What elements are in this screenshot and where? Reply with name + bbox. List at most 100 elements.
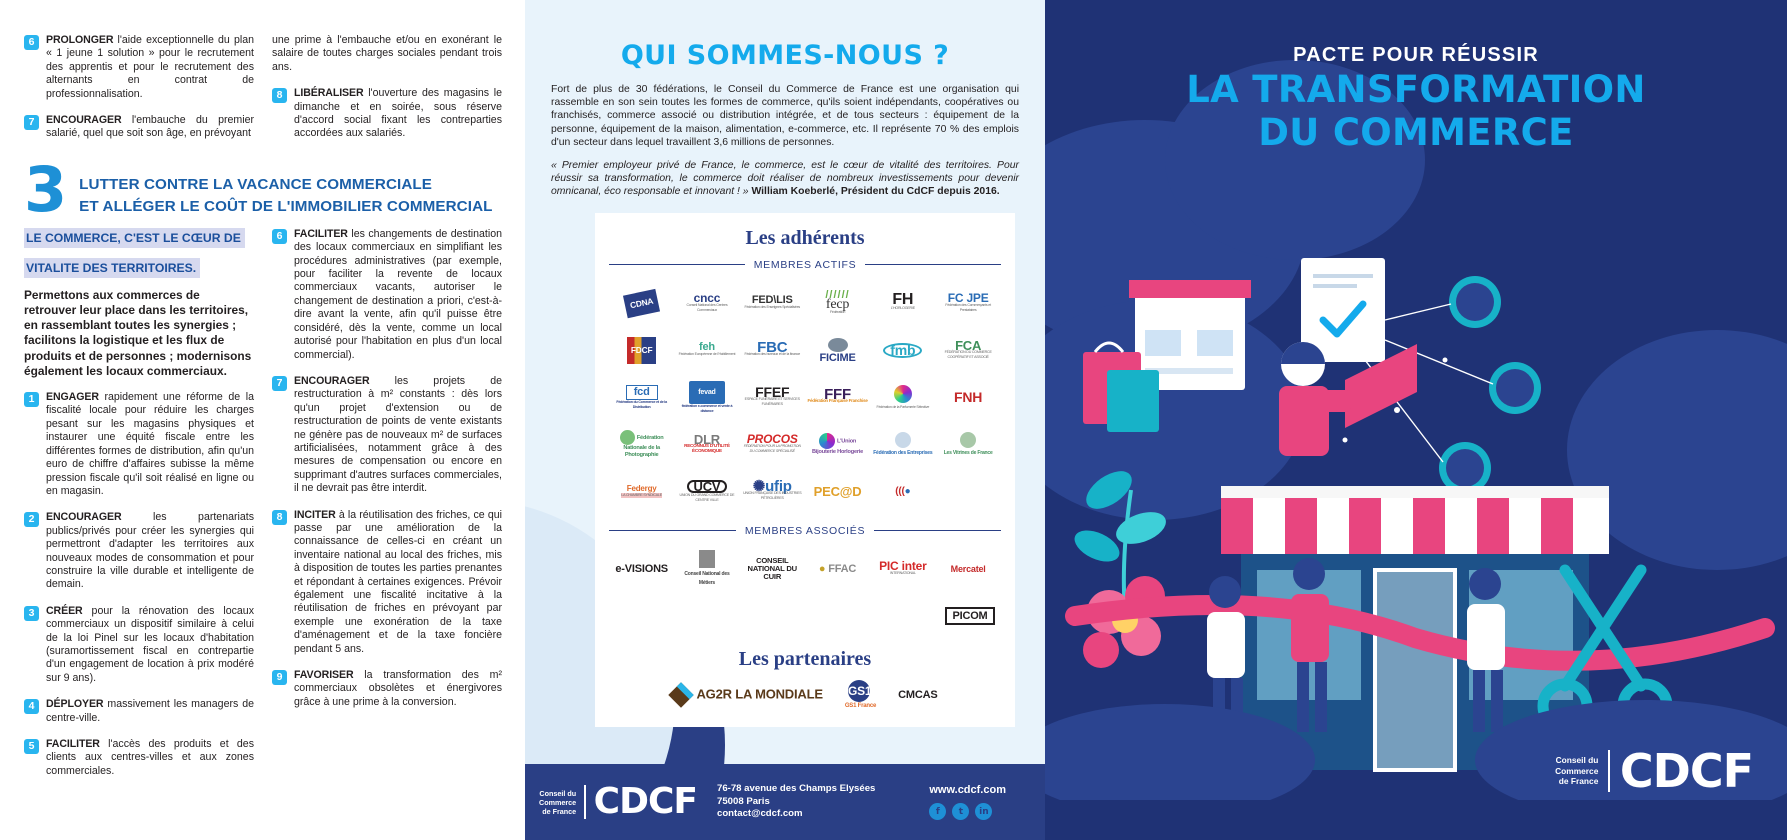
member-logo-name: FICIME bbox=[819, 351, 856, 364]
member-logo: FED\LIS Fédération des Enseignes Spéciali… bbox=[740, 280, 805, 327]
proposal-number: 8 bbox=[272, 509, 287, 525]
panel-proposals: 6 PROLONGER l'aide exceptionnelle du pla… bbox=[0, 0, 525, 840]
proposal-body: pour la rénovation des locaux commerciau… bbox=[46, 604, 254, 684]
member-logo: Les Vitrines de France bbox=[935, 421, 1000, 468]
proposal-keyword: ENCOURAGER bbox=[46, 511, 122, 524]
proposal-keyword: FACILITER bbox=[294, 227, 348, 240]
proposal-keyword: FACILITER bbox=[46, 738, 100, 750]
member-logo-name: feh bbox=[698, 341, 715, 354]
proposal-keyword: ENCOURAGER bbox=[294, 374, 370, 387]
member-logo-sub: Fédération de la Parfumerie Sélective bbox=[876, 404, 930, 409]
associate-logo-sub: INTERNATIONAL bbox=[889, 571, 916, 576]
twitter-icon[interactable]: t bbox=[952, 803, 970, 820]
cover-logo-line1: Conseil du bbox=[1555, 755, 1599, 766]
contact-address: 76-78 avenue des Champs Elysées 75008 Pa… bbox=[717, 783, 875, 820]
membres-actifs-label: MEMBRES ACTIFS bbox=[609, 259, 1001, 271]
member-logo-sub: FÉDÉRATION DU COMMERCE COOPÉRATIF ET ASS… bbox=[944, 350, 992, 359]
cdcf-line3: de France bbox=[542, 806, 577, 816]
proposal-number: 2 bbox=[24, 512, 39, 528]
member-logo-name: FBC bbox=[757, 339, 788, 357]
proposal-keyword: INCITER bbox=[294, 508, 336, 521]
member-logo-name: ufip bbox=[765, 478, 792, 496]
highlight-block: LE COMMERCE, C'EST LE CŒUR DE VITALITE D… bbox=[24, 227, 254, 288]
proposal-continuation: une prime à l'embauche et/ou en exonéran… bbox=[272, 34, 502, 73]
proposal-item: 1 ENGAGER rapidement une réforme de la f… bbox=[24, 391, 254, 498]
proposal-text: DÉPLOYER massivement les managers de cen… bbox=[46, 698, 254, 725]
cover-logo-wordmark: CDCF bbox=[1619, 744, 1754, 798]
member-logo: (((● bbox=[895, 485, 911, 497]
partner-logo-name: AG2R LA MONDIALE bbox=[696, 686, 823, 702]
web-and-socials: www.cdcf.com f t in bbox=[885, 784, 1006, 820]
member-logo: cncc Conseil National des Centres Commerc… bbox=[674, 280, 739, 327]
member-logo-sub: Fédération Européenne de l'Habillement bbox=[678, 352, 736, 357]
partner-logo-name: GS1 France bbox=[844, 702, 877, 709]
main-columns: LE COMMERCE, C'EST LE CŒUR DE VITALITE D… bbox=[0, 222, 525, 791]
website-url[interactable]: www.cdcf.com bbox=[929, 784, 1006, 796]
proposal-item: 7 ENCOURAGER les projets de restructurat… bbox=[272, 375, 502, 496]
member-logo-name: fmb bbox=[883, 342, 923, 358]
proposal-text: LIBÉRALISER l'ouverture des magasins le … bbox=[294, 87, 502, 141]
associate-logo: PIC inter INTERNATIONAL bbox=[870, 546, 935, 593]
member-logo-name: fecp bbox=[825, 297, 850, 313]
member-logo: FNH bbox=[935, 374, 1000, 421]
cdcf-logo-wordmark: CDCF bbox=[593, 781, 698, 822]
proposal-keyword: FAVORISER bbox=[294, 669, 354, 682]
associate-logo-name: PIC inter bbox=[879, 559, 927, 574]
proposal-body: rapidement une réforme de la fiscalité l… bbox=[46, 391, 254, 497]
proposal-item: 5 FACILITER l'accès des produits et des … bbox=[24, 738, 254, 778]
cdcf-logo-divider bbox=[584, 785, 586, 819]
associate-logo-name: CONSEIL NATIONAL DU CUIR bbox=[747, 555, 798, 582]
membres-associes-grid-2: PICOM bbox=[609, 593, 1001, 640]
member-logo: fcd Fédération du Commerce et de la Distr… bbox=[609, 374, 674, 421]
member-logo-name: DLR bbox=[693, 432, 720, 448]
proposal-text: ENCOURAGER l'embauche du premier salarié… bbox=[46, 114, 254, 141]
associate-logo-sub: Conseil National des Métiers bbox=[684, 571, 730, 587]
cloud-shape bbox=[1475, 700, 1787, 800]
proposal-body: à la réutilisation des friches, ce qui p… bbox=[294, 508, 502, 655]
proposal-item: 6 PROLONGER l'aide exceptionnelle du pla… bbox=[24, 34, 254, 101]
partenaires-title: Les partenaires bbox=[738, 647, 872, 670]
membres-actifs-text: MEMBRES ACTIFS bbox=[753, 258, 857, 271]
membres-associes-grid: e-VISIONS Conseil National des Métiers C… bbox=[609, 546, 1001, 593]
member-logo: UCV UNION DU GRAND COMMERCE DE CENTRE VIL… bbox=[674, 468, 739, 515]
membres-actifs-grid: CDNA cncc Conseil National des Centres Co… bbox=[609, 280, 1001, 515]
proposal-text: CRÉER pour la rénovation des locaux comm… bbox=[46, 605, 254, 685]
member-logo: fmb bbox=[870, 327, 935, 374]
cdcf-line2: Commerce bbox=[539, 797, 577, 807]
people-illustration bbox=[1207, 558, 1505, 732]
proposal-text: FACILITER les changements de destination… bbox=[294, 228, 502, 362]
member-logo-sub: L'HORLOGERIE bbox=[890, 306, 915, 311]
shop-illustration bbox=[1045, 258, 1787, 800]
proposal-item: 6 FACILITER les changements de destinati… bbox=[272, 228, 502, 362]
megaphone-person-illustration bbox=[1279, 342, 1417, 456]
member-logo-name: FFEF bbox=[755, 384, 790, 401]
main-column-left: LE COMMERCE, C'EST LE CŒUR DE VITALITE D… bbox=[24, 227, 254, 791]
partners-row: AG2R LA MONDIALE GS1 GS1 France CMCAS bbox=[609, 679, 1001, 711]
highlight-line2: VITALITE DES TERRITOIRES. bbox=[24, 257, 201, 278]
proposal-number: 7 bbox=[24, 115, 39, 131]
facebook-icon[interactable]: f bbox=[929, 803, 947, 820]
center-footer: Conseil du Commerce de France CDCF 76-78… bbox=[525, 764, 1045, 840]
proposal-number: 6 bbox=[24, 35, 39, 50]
member-logo: Fédération Nationale de la Photographie bbox=[609, 421, 674, 468]
panel-cover: PACTE POUR RÉUSSIR LA TRANSFORMATION DU … bbox=[1045, 0, 1787, 840]
member-logo: PROCOS FÉDÉRATION POUR LA PROMOTION DU CO… bbox=[740, 421, 805, 468]
membres-associes-label: MEMBRES ASSOCIÉS bbox=[609, 525, 1001, 537]
proposal-item: 8 INCITER à la réutilisation des friches… bbox=[272, 509, 502, 656]
cover-logo-line2: Commerce bbox=[1555, 765, 1599, 776]
partner-logo: CMCAS bbox=[898, 689, 938, 700]
proposal-body: les projets de restructuration à m² cons… bbox=[294, 374, 502, 495]
address-line2: 75008 Paris bbox=[716, 795, 770, 807]
linkedin-icon[interactable]: in bbox=[975, 803, 993, 820]
top-column-right: une prime à l'embauche et/ou en exonéran… bbox=[272, 34, 502, 154]
proposal-item: 3 CRÉER pour la rénovation des locaux co… bbox=[24, 605, 254, 685]
cover-logo-subtext: Conseil du Commerce de France bbox=[1555, 755, 1598, 787]
cover-logo-line3: de France bbox=[1558, 776, 1599, 787]
member-logo: CDNA bbox=[609, 280, 674, 327]
contact-email[interactable]: contact@cdcf.com bbox=[716, 808, 803, 820]
panel-about: QUI SOMMES-NOUS ? Fort de plus de 30 féd… bbox=[525, 0, 1045, 840]
about-title: QUI SOMMES-NOUS ? bbox=[620, 40, 950, 71]
proposal-number: 6 bbox=[272, 228, 287, 244]
member-logo-name: FH bbox=[892, 291, 914, 309]
associate-logo: PICOM bbox=[609, 593, 1001, 640]
